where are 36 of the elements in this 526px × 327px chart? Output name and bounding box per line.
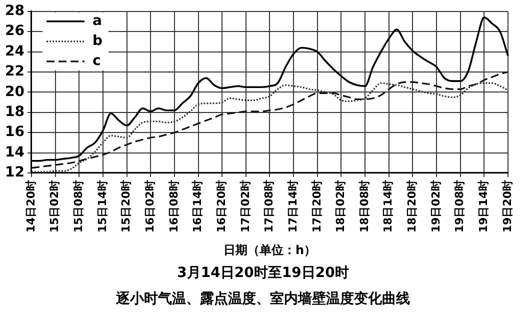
y-tick-label: 20: [5, 84, 25, 100]
x-tick-label: 15日02时: [48, 180, 62, 233]
y-tick-label: 26: [5, 23, 24, 40]
x-tick-label: 18日14时: [382, 180, 395, 233]
x-tick-label: 15日08时: [72, 180, 85, 233]
y-tick-label: 24: [5, 43, 25, 60]
x-tick-label: 17日02时: [238, 180, 252, 233]
x-axis-title: 日期（单位：h）: [223, 242, 316, 257]
x-tick-label: 17日14时: [286, 180, 300, 233]
text: 3月14日20时至19日20时: [176, 264, 350, 282]
x-tick-label: 16日14时: [191, 180, 204, 233]
y-tick-label: 12: [5, 164, 24, 181]
x-tick-label: 17日08时: [262, 180, 276, 233]
x-tick-label: 18日08时: [358, 180, 371, 233]
x-tick-label: 19日02时: [429, 180, 442, 233]
y-tick-label: 28: [5, 3, 24, 20]
x-tick-label: 19日08时: [453, 180, 466, 233]
y-tick-label: 22: [5, 64, 24, 80]
x-tick-label: 14日20时: [24, 180, 38, 233]
x-tick-label: 18日20时: [406, 180, 419, 233]
x-tick-label: 18日02时: [334, 180, 348, 233]
x-tick-label: 16日02时: [143, 180, 156, 233]
text: 逐小时气温、露点温度、室内墙壁温度变化曲线: [115, 290, 411, 308]
y-tick-label: 14: [5, 144, 25, 160]
x-tick-label: 15日14时: [96, 180, 109, 233]
x-tick-label: 17日20时: [310, 180, 324, 233]
y-tick-label: 18: [5, 104, 24, 120]
y-tick-label: 16: [5, 124, 24, 140]
legend-label: c: [92, 53, 101, 70]
x-tick-label: 16日20时: [214, 180, 228, 233]
x-tick-label: 15日20时: [120, 180, 133, 233]
legend-label: b: [92, 33, 103, 50]
x-tick-label: 19日14时: [477, 180, 490, 233]
x-tick-label: 16日08时: [167, 180, 180, 233]
legend-label: a: [92, 13, 102, 30]
x-tick-label: 19日20时: [500, 180, 514, 233]
